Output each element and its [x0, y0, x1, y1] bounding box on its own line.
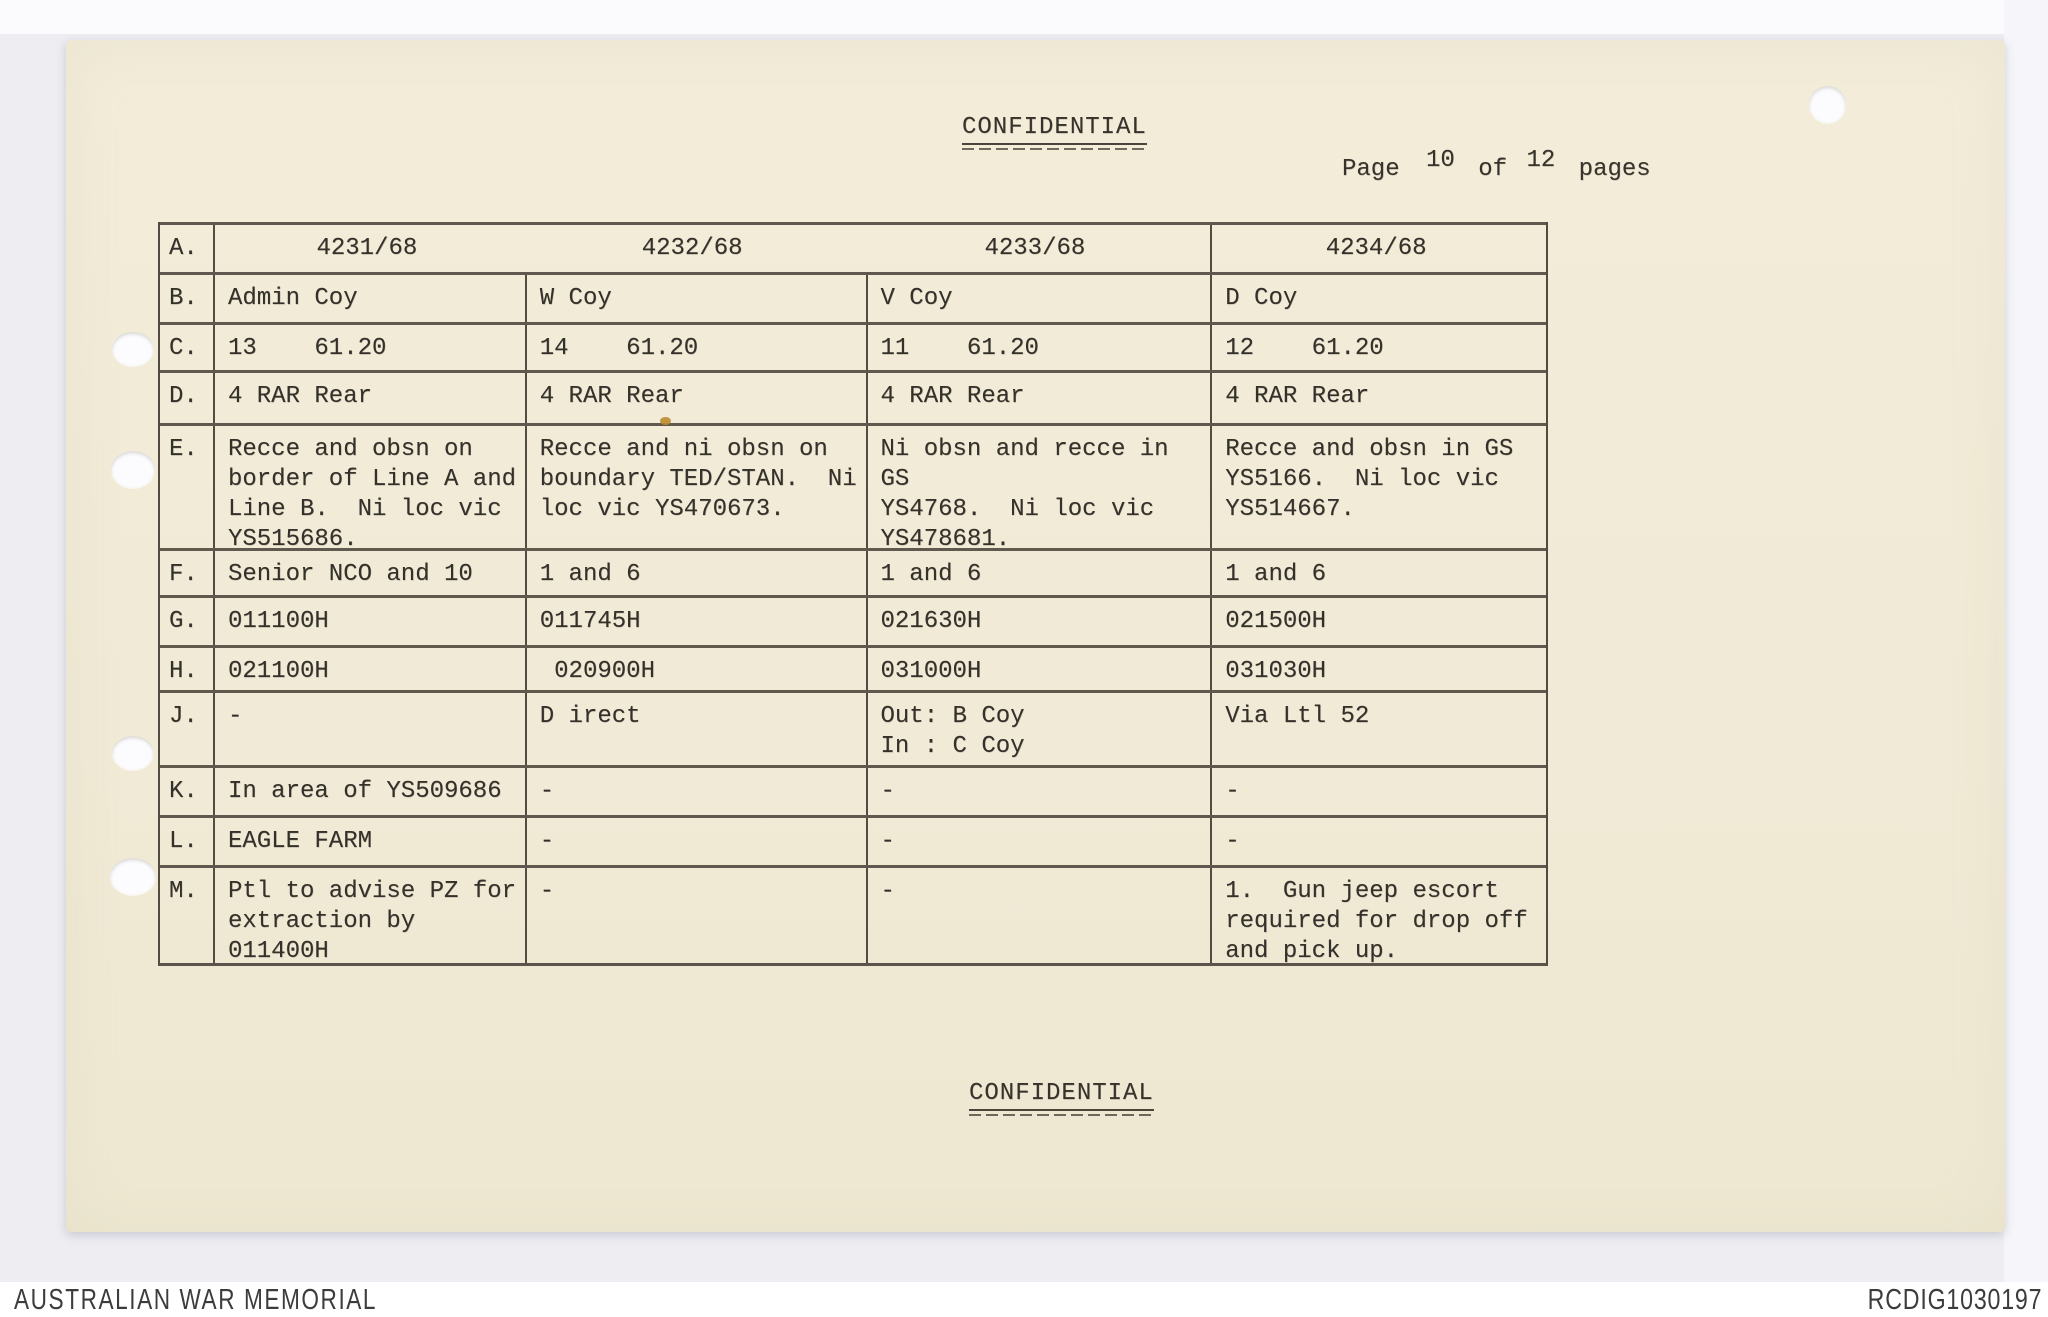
table-cell: -	[1210, 768, 1546, 815]
row-label: F.	[169, 561, 198, 588]
table-row-m: M. Ptl to advise PZ for extraction by 01…	[160, 865, 1546, 963]
table-cell: 4233/68	[984, 235, 1086, 262]
table-row-e: E. Recce and obsn on border of Line A an…	[160, 423, 1546, 548]
footer-bar: AUSTRALIAN WAR MEMORIAL RCDIG1030197	[0, 1282, 2048, 1317]
row-label: B.	[169, 285, 198, 312]
table-cell: -	[865, 818, 1211, 865]
page-info: Page 10 of 12 pages	[1342, 147, 1651, 183]
table-cell: -	[524, 818, 866, 865]
table-cell: 020900H	[524, 648, 866, 690]
table-row-a: A. 4231/68 4232/68 4233/68 4234/68	[160, 222, 1546, 272]
row-label: J.	[169, 703, 198, 730]
task-table: A. 4231/68 4232/68 4233/68 4234/68 B. Ad…	[158, 222, 1548, 966]
table-cell: Recce and ni obsn on boundary TED/STAN. …	[524, 426, 866, 548]
table-cell: 011100H	[212, 598, 525, 645]
table-cell: 4231/68	[212, 225, 525, 272]
row-label: E.	[169, 436, 198, 463]
table-cell: D irect	[524, 693, 866, 765]
table-cell: -	[865, 868, 1211, 963]
table-cell: 4 RAR Rear	[524, 373, 866, 423]
table-cell: 4 RAR Rear	[865, 373, 1211, 423]
table-cell: Ni obsn and recce in GS YS4768. Ni loc v…	[865, 426, 1211, 548]
table-cell: In area of YS509686	[212, 768, 525, 815]
table-cell: -	[524, 768, 866, 815]
table-cell: D Coy	[1210, 275, 1546, 322]
table-cell: 1 and 6	[1210, 551, 1546, 595]
table-cell: 14 61.20	[524, 325, 866, 370]
footer-record-id: RCDIG1030197	[1867, 1284, 2042, 1316]
punch-hole	[111, 451, 155, 488]
table-cell: W Coy	[524, 275, 866, 322]
table-row-h: H. 021100H 020900H 031000H 031030H	[160, 645, 1546, 690]
table-cell: 031000H	[865, 648, 1211, 690]
table-row-c: C. 13 61.20 14 61.20 11 61.20 12 61.20	[160, 322, 1546, 370]
table-cell: -	[524, 868, 866, 963]
table-cell: 1 and 6	[865, 551, 1211, 595]
punch-hole	[112, 736, 154, 770]
table-cell: 4 RAR Rear	[1210, 373, 1546, 423]
table-cell: -	[212, 693, 525, 765]
row-label: M.	[169, 878, 198, 905]
punch-hole	[112, 332, 154, 366]
table-cell: 021500H	[1210, 598, 1546, 645]
row-label: G.	[169, 608, 198, 635]
table-cell: V Coy	[865, 275, 1211, 322]
table-row-l: L. EAGLE FARM - - -	[160, 815, 1546, 865]
table-row-f: F. Senior NCO and 10 1 and 6 1 and 6 1 a…	[160, 548, 1546, 595]
table-cell: 11 61.20	[865, 325, 1211, 370]
table-cell: -	[1210, 818, 1546, 865]
table-cell: Out: B Coy In : C Coy	[865, 693, 1211, 765]
table-cell: EAGLE FARM	[212, 818, 525, 865]
table-cell: 021100H	[212, 648, 525, 690]
classification-underline	[962, 148, 1147, 150]
table-cell: Ptl to advise PZ for extraction by 01140…	[212, 868, 525, 963]
page-label: Page	[1342, 156, 1400, 183]
page-total: 12	[1526, 147, 1556, 174]
table-row-g: G. 011100H 011745H 021630H 021500H	[160, 595, 1546, 645]
classification-top-text: CONFIDENTIAL	[962, 114, 1147, 145]
table-cell: Admin Coy	[212, 275, 525, 322]
table-cell: Senior NCO and 10	[212, 551, 525, 595]
row-label: K.	[169, 778, 198, 805]
table-cell: 4234/68	[1210, 225, 1546, 272]
table-cell: Recce and obsn on border of Line A and L…	[212, 426, 525, 548]
row-label: H.	[169, 658, 198, 685]
footer-archive-name: AUSTRALIAN WAR MEMORIAL	[14, 1284, 378, 1316]
page-of-label: of	[1478, 156, 1508, 183]
table-cell: Via Ltl 52	[1210, 693, 1546, 765]
table-cell: 1 and 6	[524, 551, 866, 595]
page-number: 10	[1426, 147, 1455, 174]
pages-label: pages	[1578, 156, 1651, 183]
table-cell: 4 RAR Rear	[212, 373, 525, 423]
table-row-d: D. 4 RAR Rear 4 RAR Rear 4 RAR Rear 4 RA…	[160, 370, 1546, 423]
table-cell: 13 61.20	[212, 325, 525, 370]
row-label: D.	[169, 383, 198, 410]
classification-bottom: CONFIDENTIAL	[969, 1080, 1154, 1116]
paper-stain	[660, 417, 671, 425]
table-cell: -	[865, 768, 1211, 815]
table-cell: 021630H	[865, 598, 1211, 645]
scanner-top-band	[0, 0, 2048, 34]
table-row-k: K. In area of YS509686 - - -	[160, 765, 1546, 815]
table-row-j: J. - D irect Out: B Coy In : C Coy Via L…	[160, 690, 1546, 765]
table-cell: 011745H	[524, 598, 866, 645]
punch-hole	[110, 858, 156, 895]
table-cell: 1. Gun jeep escort required for drop off…	[1210, 868, 1546, 963]
punch-hole	[1809, 86, 1846, 123]
table-cell: 031030H	[1210, 648, 1546, 690]
row-label: A.	[169, 235, 198, 262]
row-label: L.	[169, 828, 198, 855]
classification-top: CONFIDENTIAL	[962, 114, 1147, 150]
table-cell: Recce and obsn in GS YS5166. Ni loc vic …	[1210, 426, 1546, 548]
row-label: C.	[169, 335, 198, 362]
document-page: CONFIDENTIAL Page 10 of 12 pages A. 4231…	[66, 40, 2005, 1232]
scanner-right-band	[2004, 0, 2048, 1282]
classification-bottom-text: CONFIDENTIAL	[969, 1080, 1154, 1111]
table-row-b: B. Admin Coy W Coy V Coy D Coy	[160, 272, 1546, 322]
table-cell: 4232/68	[641, 235, 743, 262]
classification-underline	[969, 1114, 1154, 1116]
table-cell: 12 61.20	[1210, 325, 1546, 370]
